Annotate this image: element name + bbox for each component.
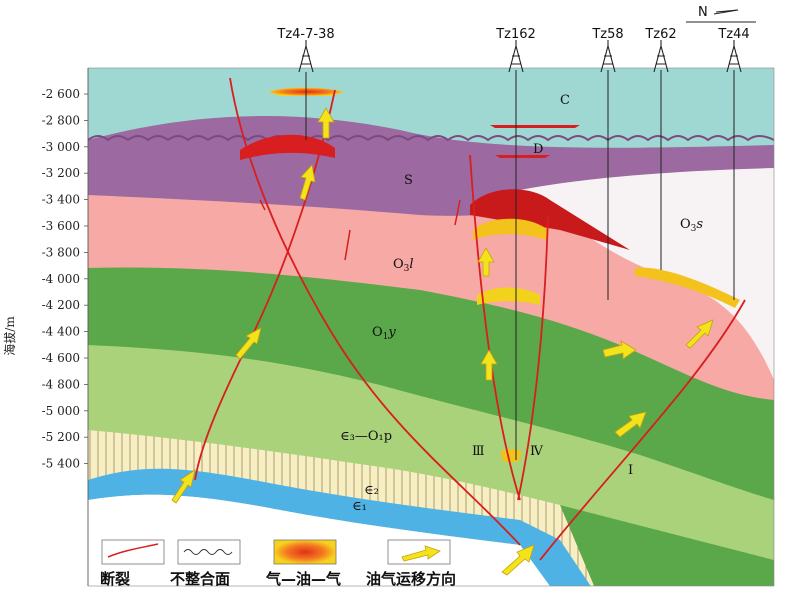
gas-streak-2 bbox=[495, 155, 550, 158]
oil-lens-4 bbox=[635, 267, 740, 308]
y-tick-label: -5 400 bbox=[42, 457, 80, 471]
derrick-icon bbox=[726, 40, 742, 73]
gas-cap-center bbox=[470, 189, 630, 250]
layer-label-s: S bbox=[404, 173, 413, 188]
migration-arrow-icon bbox=[477, 247, 495, 277]
fault-2 bbox=[194, 89, 336, 481]
y-tick-label: -3 600 bbox=[42, 219, 80, 233]
y-tick-label: -5 000 bbox=[42, 404, 80, 418]
y-axis: -2 600 -2 800 -3 000 -3 200 -3 400 -3 600 -3 8… bbox=[2, 68, 89, 586]
block-label: Ⅳ bbox=[530, 444, 544, 459]
migration-arrow-icon bbox=[501, 544, 535, 576]
y-tick-label: -3 800 bbox=[42, 245, 80, 259]
fault-4 bbox=[517, 214, 549, 501]
north-arrow-icon: N bbox=[686, 5, 756, 23]
legend-label: 断裂 bbox=[100, 570, 130, 588]
legend-label: 气—油—气 bbox=[265, 570, 341, 588]
oil-lens-3 bbox=[500, 449, 522, 462]
oil-lens-2 bbox=[477, 287, 540, 305]
derrick-icon bbox=[508, 40, 524, 73]
gas-streak-1 bbox=[490, 125, 580, 128]
layer-label-cambrian-mid: ∈₂ bbox=[364, 483, 379, 498]
wavy-line-icon bbox=[183, 549, 233, 555]
legend-item-unconformity: 不整合面 bbox=[170, 539, 241, 588]
well-label: Tz58 bbox=[591, 27, 623, 42]
layer-label-o1y: O1y bbox=[372, 325, 396, 342]
migration-arrow-icon bbox=[602, 340, 637, 360]
block-label: Ⅲ bbox=[472, 444, 485, 459]
derrick-icon bbox=[600, 40, 616, 73]
y-axis-label: 海拔/m bbox=[2, 316, 17, 356]
well-label: Tz44 bbox=[717, 27, 749, 42]
oil-lens-1 bbox=[473, 218, 548, 240]
gas-oil-swatch-icon bbox=[273, 539, 337, 565]
y-tick-label: -4 400 bbox=[42, 325, 80, 339]
y-tick-label: -4 600 bbox=[42, 351, 80, 365]
migration-arrow-icon bbox=[235, 327, 262, 360]
migration-arrow-icon bbox=[299, 164, 316, 201]
layer-label-d: D bbox=[533, 142, 543, 157]
well-label: Tz162 bbox=[495, 27, 536, 42]
y-tick-label: -4 000 bbox=[42, 272, 80, 286]
block-label: Ⅰ bbox=[628, 463, 633, 478]
legend-item-fault: 断裂 bbox=[100, 539, 165, 588]
y-tick-label: -3 400 bbox=[42, 193, 80, 207]
legend-label: 不整合面 bbox=[170, 570, 230, 588]
derrick-icon bbox=[298, 40, 314, 73]
derrick-icon bbox=[653, 40, 669, 73]
layer-label-c: C bbox=[560, 93, 570, 108]
y-tick-label: -3 000 bbox=[42, 140, 80, 154]
legend-item-migration: 油气运移方向 bbox=[366, 539, 456, 588]
fault-1 bbox=[229, 77, 521, 546]
layer-blue-basement bbox=[88, 468, 591, 586]
y-tick-label: -2 800 bbox=[42, 113, 80, 127]
y-tick-label: -5 200 bbox=[42, 430, 80, 444]
migration-arrow-icon bbox=[171, 469, 196, 504]
compass-label: N bbox=[698, 5, 708, 20]
well-label: Tz4-7-38 bbox=[276, 27, 334, 42]
gas-cap-left bbox=[240, 134, 335, 160]
strata bbox=[88, 68, 774, 586]
y-tick-label: -4 200 bbox=[42, 298, 80, 312]
well-lines bbox=[305, 70, 735, 460]
y-tick-label: -4 800 bbox=[42, 377, 80, 391]
layer-label-o3l: O3l bbox=[393, 257, 414, 274]
layer-label-o3s: O3s bbox=[680, 217, 703, 234]
migration-arrow-icon bbox=[614, 411, 647, 438]
migration-arrows bbox=[171, 107, 714, 576]
y-tick-label: -2 600 bbox=[42, 87, 80, 101]
legend-item-gas-oil-gas: 气—油—气 bbox=[265, 539, 341, 588]
legend-label: 油气运移方向 bbox=[366, 570, 456, 588]
migration-arrow-icon bbox=[317, 107, 335, 139]
legend: 断裂 不整合面 气—油—气 油气运移方向 bbox=[100, 539, 456, 588]
derricks bbox=[298, 40, 742, 73]
fault-line-icon bbox=[107, 543, 159, 558]
well-label: Tz62 bbox=[644, 27, 676, 42]
fault-5 bbox=[539, 299, 746, 561]
migration-arrow-icon bbox=[480, 349, 498, 381]
migration-arrow-icon bbox=[401, 545, 441, 562]
layer-label-cambrian-upper: ∈₃—O₁p bbox=[340, 429, 392, 444]
layer-right-lower bbox=[560, 505, 774, 586]
migration-arrow-icon bbox=[685, 319, 714, 349]
y-tick-label: -3 200 bbox=[42, 166, 80, 180]
layer-label-cambrian-low: ∈₁ bbox=[352, 499, 367, 514]
